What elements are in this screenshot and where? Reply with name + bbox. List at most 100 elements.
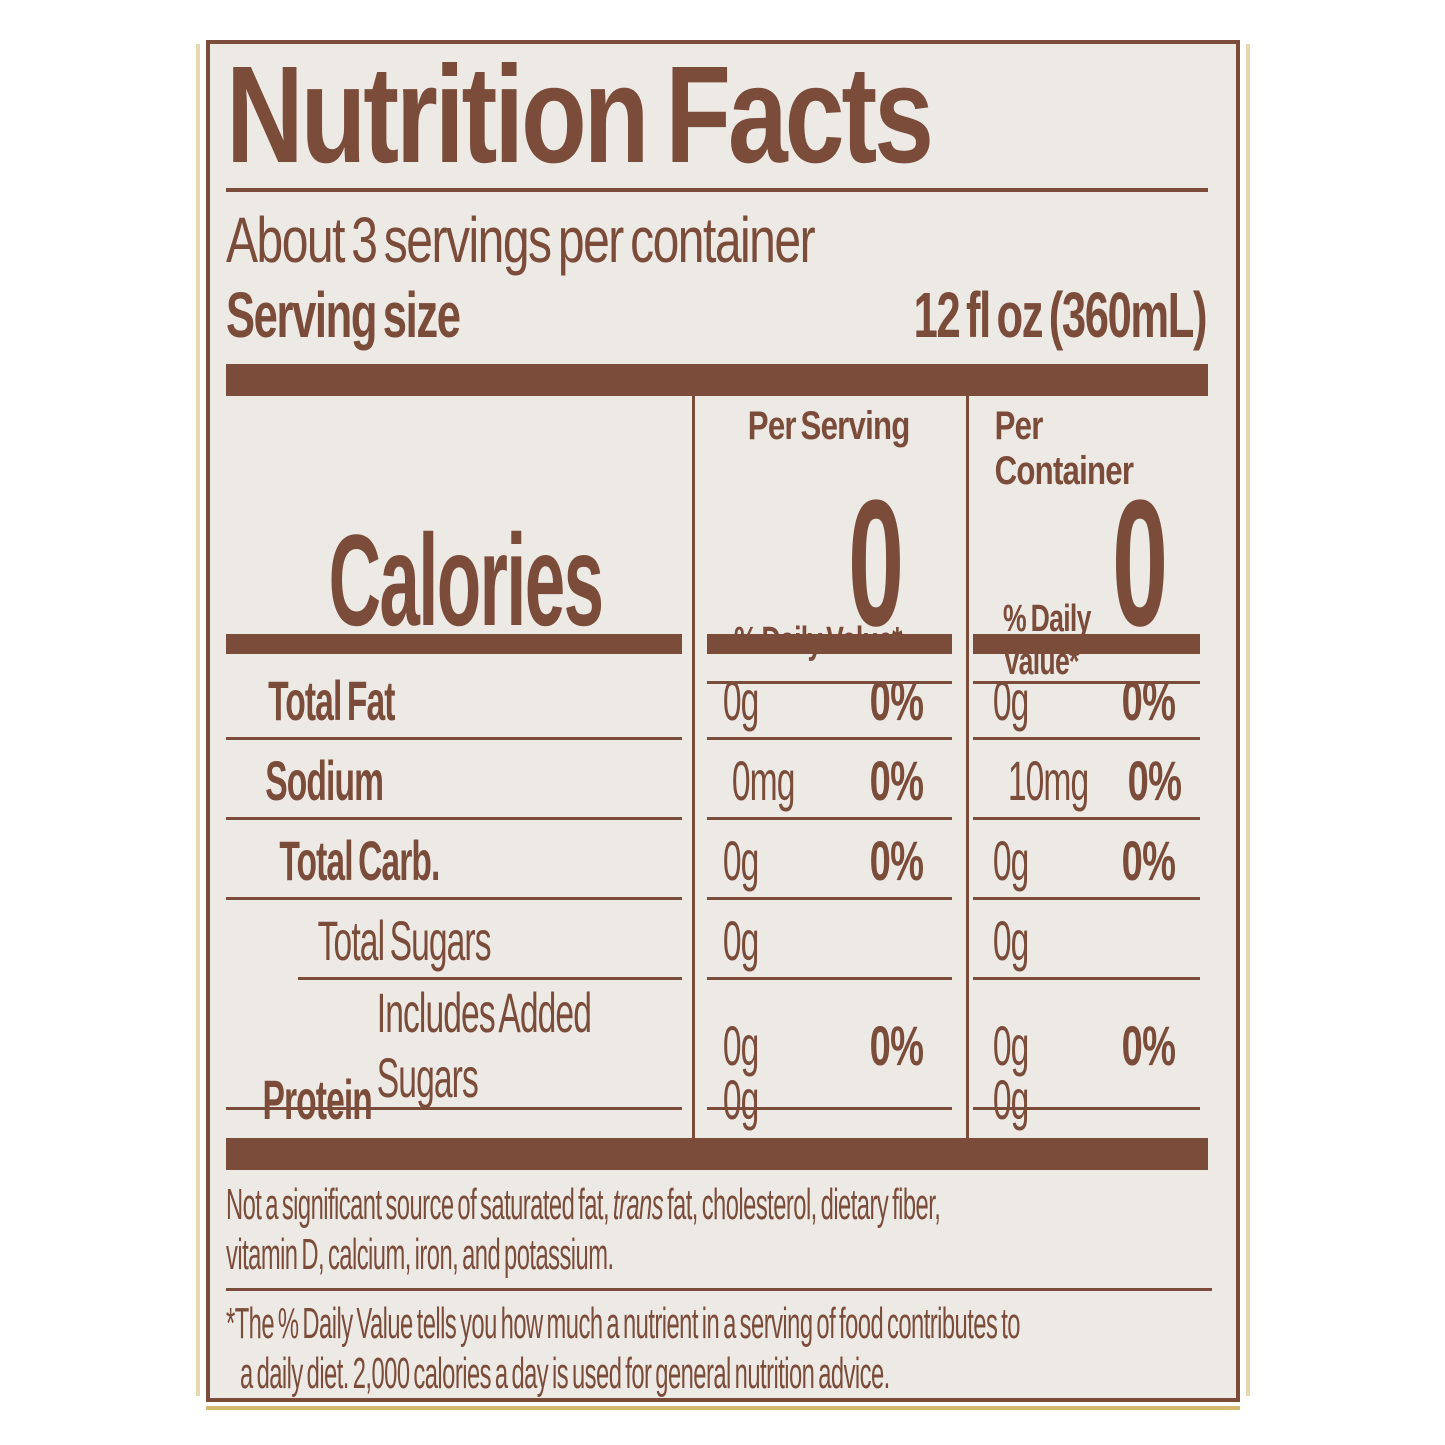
row-divider xyxy=(226,817,682,820)
row-divider xyxy=(973,737,1200,740)
row-divider xyxy=(973,897,1200,900)
daily-value-header-per-container: % Daily Value* xyxy=(966,598,1236,684)
per-container-amount: 0g xyxy=(992,828,1029,892)
nutrient-name-cell: Protein xyxy=(210,1060,692,1138)
calories-section: Calories Per Serving 0 Per Container 0 xyxy=(210,396,1236,654)
label-title-text: Nutrition Facts xyxy=(226,40,934,192)
serving-size-row: Serving size 12 fl oz (360mL) xyxy=(226,279,1208,351)
row-divider xyxy=(226,897,682,900)
nutrient-name: Sodium xyxy=(265,748,384,812)
servings-per-container-text: About 3 servings per container xyxy=(226,204,816,276)
nutrient-row: Includes Added Sugars 0g 0% 0g 0% xyxy=(210,980,1236,1110)
footnote-text: vitamin D, calcium, iron, and potassium. xyxy=(226,1230,614,1279)
footnote-italic-text: trans xyxy=(612,1180,664,1229)
serving-size-value: 12 fl oz (360mL) xyxy=(913,279,1208,351)
per-serving-amount: 0g xyxy=(722,668,759,732)
footnote-daily-value: *The % Daily Value tells you how much a … xyxy=(226,1299,1212,1398)
row-divider xyxy=(973,681,1200,684)
nutrient-name-cell: Includes Added Sugars xyxy=(210,980,692,1110)
nutrient-name-cell: Total Sugars xyxy=(210,900,692,980)
footnote-text: Not a significant source of saturated fa… xyxy=(226,1180,613,1229)
footnote-text: a daily diet. 2,000 calories a day is us… xyxy=(240,1349,890,1398)
per-serving-cell: 0g 0% xyxy=(692,980,966,1110)
daily-value-header-text: % Daily Value* xyxy=(1003,598,1091,683)
per-container-daily-value: 0% xyxy=(1121,1013,1176,1077)
label-title: Nutrition Facts xyxy=(226,40,1236,192)
nutrient-name-cell: Total Carb. xyxy=(210,820,692,900)
footnote-text: *The % Daily Value tells you how much a … xyxy=(226,1299,1020,1348)
per-container-amount: 0g xyxy=(992,1013,1029,1077)
row-divider xyxy=(707,1107,952,1110)
per-serving-daily-value: 0% xyxy=(869,1013,924,1077)
servings-per-container: About 3 servings per container xyxy=(226,208,1236,272)
daily-value-header-per-serving: % Daily Value* xyxy=(692,598,966,684)
per-serving-daily-value: 0% xyxy=(869,748,924,812)
calories-underline-bar xyxy=(226,634,682,654)
per-serving-underline-bar xyxy=(707,634,952,654)
per-container-calories-box: 0 xyxy=(969,474,1236,654)
footnote-line: *The % Daily Value tells you how much a … xyxy=(226,1299,1212,1349)
per-container-amount: 0g xyxy=(992,668,1029,732)
nutrient-rows: Total Fat 0g 0% 0g 0% Sodium xyxy=(210,660,1236,1138)
nutrient-row: Total Sugars 0g 0g xyxy=(210,900,1236,980)
per-container-underline-bar xyxy=(973,634,1200,654)
calories-cell: Calories xyxy=(210,396,692,654)
row-divider xyxy=(707,897,952,900)
per-serving-amount: 0g xyxy=(722,828,759,892)
nutrient-row: Sodium 0mg 0% 10mg 0% xyxy=(210,740,1236,820)
per-serving-calories-value: 0 xyxy=(847,463,904,664)
per-serving-amount: 0mg xyxy=(731,748,796,812)
per-container-daily-value: 0% xyxy=(1121,668,1176,732)
row-divider xyxy=(973,977,1200,980)
per-container-cell: 0g 0% xyxy=(966,660,1236,740)
row-divider xyxy=(707,817,952,820)
per-serving-header: Per Serving xyxy=(747,404,910,448)
nutrient-name: Includes Added Sugars xyxy=(376,981,592,1109)
footnote-line: a daily diet. 2,000 calories a day is us… xyxy=(226,1349,1212,1398)
row-divider xyxy=(707,977,952,980)
per-container-cell: 0g xyxy=(966,900,1236,980)
header-section-bar xyxy=(226,364,1208,396)
per-container-cell: 0g 0% xyxy=(966,980,1236,1110)
row-divider xyxy=(707,737,952,740)
per-serving-cell: 0mg 0% xyxy=(692,740,966,820)
per-serving-calories-box: 0 xyxy=(695,449,966,664)
per-serving-amount: 0g xyxy=(722,908,759,972)
per-serving-amount: 0g xyxy=(722,1013,759,1077)
per-container-amount: 0g xyxy=(992,908,1029,972)
per-serving-cell: 0g xyxy=(692,900,966,980)
per-container-amount: 0g xyxy=(992,1067,1029,1131)
row-divider xyxy=(707,681,952,684)
footnote-line: Not a significant source of saturated fa… xyxy=(226,1180,1212,1230)
title-divider xyxy=(226,188,1208,192)
per-serving-cell: 0g 0% xyxy=(692,820,966,900)
nutrient-name-cell: Total Fat xyxy=(210,660,692,740)
per-serving-cell: 0g xyxy=(692,1060,966,1138)
per-container-calories-cell: Per Container 0 xyxy=(966,396,1236,654)
row-divider xyxy=(226,1107,682,1110)
per-container-cell: 0g xyxy=(966,1060,1236,1138)
per-serving-cell: 0g 0% xyxy=(692,660,966,740)
row-divider xyxy=(298,977,682,980)
per-container-amount: 10mg xyxy=(1007,748,1089,812)
daily-value-header-row: % Daily Value* % Daily Value* xyxy=(210,598,1236,684)
nutrient-row: Total Fat 0g 0% 0g 0% xyxy=(210,660,1236,740)
per-serving-daily-value: 0% xyxy=(869,828,924,892)
footnote-text: fat, cholesterol, dietary fiber, xyxy=(663,1180,941,1229)
footer-section-bar xyxy=(226,1138,1208,1170)
footnote-divider xyxy=(226,1288,1212,1291)
per-container-cell: 0g 0% xyxy=(966,820,1236,900)
footnote-not-significant: Not a significant source of saturated fa… xyxy=(226,1180,1212,1280)
per-container-daily-value: 0% xyxy=(1121,828,1176,892)
nutrient-name: Total Carb. xyxy=(279,828,440,892)
per-serving-amount: 0g xyxy=(722,1067,759,1131)
per-container-daily-value: 0% xyxy=(1127,748,1182,812)
package-edge-bottom xyxy=(206,1406,1240,1410)
nutrient-name: Total Sugars xyxy=(317,908,492,972)
nutrient-name-cell: Sodium xyxy=(210,740,692,820)
daily-value-header-text: % Daily Value* xyxy=(734,619,903,662)
per-serving-daily-value: 0% xyxy=(869,668,924,732)
row-divider xyxy=(226,737,682,740)
calories-label: Calories xyxy=(328,507,605,653)
